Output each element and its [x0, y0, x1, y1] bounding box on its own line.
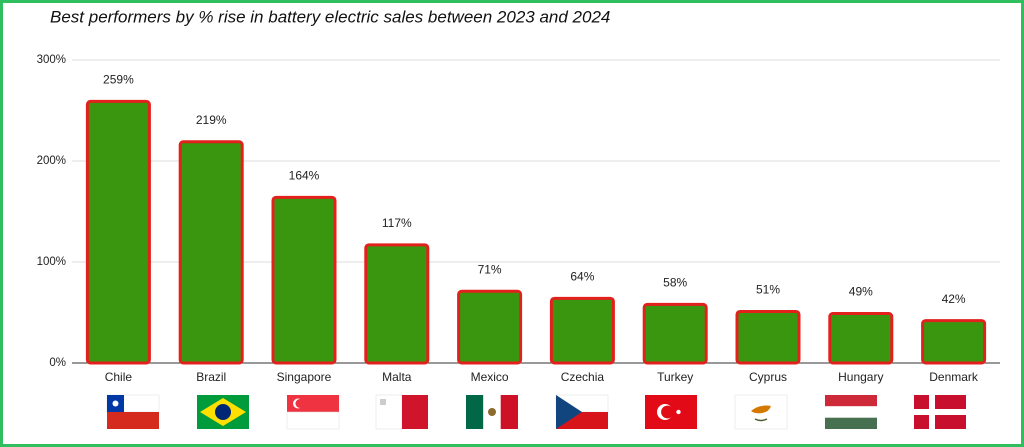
flag-turkey [645, 395, 697, 429]
flag-singapore [286, 395, 340, 430]
bar [364, 243, 430, 365]
x-tick-label: Malta [382, 370, 412, 384]
value-label: 219% [196, 113, 227, 127]
flag-chile [106, 394, 160, 429]
bar [549, 296, 615, 365]
x-tick-label: Cyprus [749, 370, 787, 384]
bar [178, 140, 244, 365]
flag-czechia [555, 394, 609, 429]
value-label: 51% [756, 283, 780, 297]
x-tick-label: Brazil [196, 370, 226, 384]
flag-malta [375, 394, 428, 430]
value-label: 58% [663, 276, 687, 290]
value-label: 117% [382, 216, 412, 230]
value-label: 64% [570, 270, 594, 284]
y-tick-label: 0% [49, 357, 66, 369]
bar [271, 195, 337, 365]
flag-cyprus [734, 394, 788, 430]
x-tick-label: Czechia [561, 370, 605, 384]
value-label: 164% [289, 169, 320, 183]
x-tick-label: Chile [105, 370, 133, 384]
bar [642, 302, 708, 365]
bar [735, 309, 801, 365]
x-tick-label: Hungary [838, 370, 883, 384]
bar [457, 289, 523, 365]
flag-denmark [914, 395, 966, 429]
y-tick-label: 300% [37, 54, 66, 66]
x-tick-label: Singapore [277, 370, 332, 384]
x-tick-label: Mexico [471, 370, 509, 384]
value-label: 71% [478, 262, 502, 276]
x-tick-label: Denmark [929, 370, 979, 384]
bar [921, 319, 987, 365]
bar [85, 99, 151, 365]
y-tick-label: 100% [37, 256, 66, 268]
flag-brazil [197, 395, 249, 429]
y-tick-label: 200% [37, 155, 66, 167]
chart-title: Best performers by % rise in battery ele… [50, 7, 610, 26]
x-tick-label: Turkey [657, 370, 693, 384]
value-label: 259% [103, 73, 134, 87]
value-label: 49% [849, 285, 873, 299]
bar [828, 312, 894, 365]
value-label: 42% [942, 292, 966, 306]
flag-hungary [825, 395, 877, 429]
flags [106, 394, 966, 430]
flag-mexico [466, 395, 518, 429]
